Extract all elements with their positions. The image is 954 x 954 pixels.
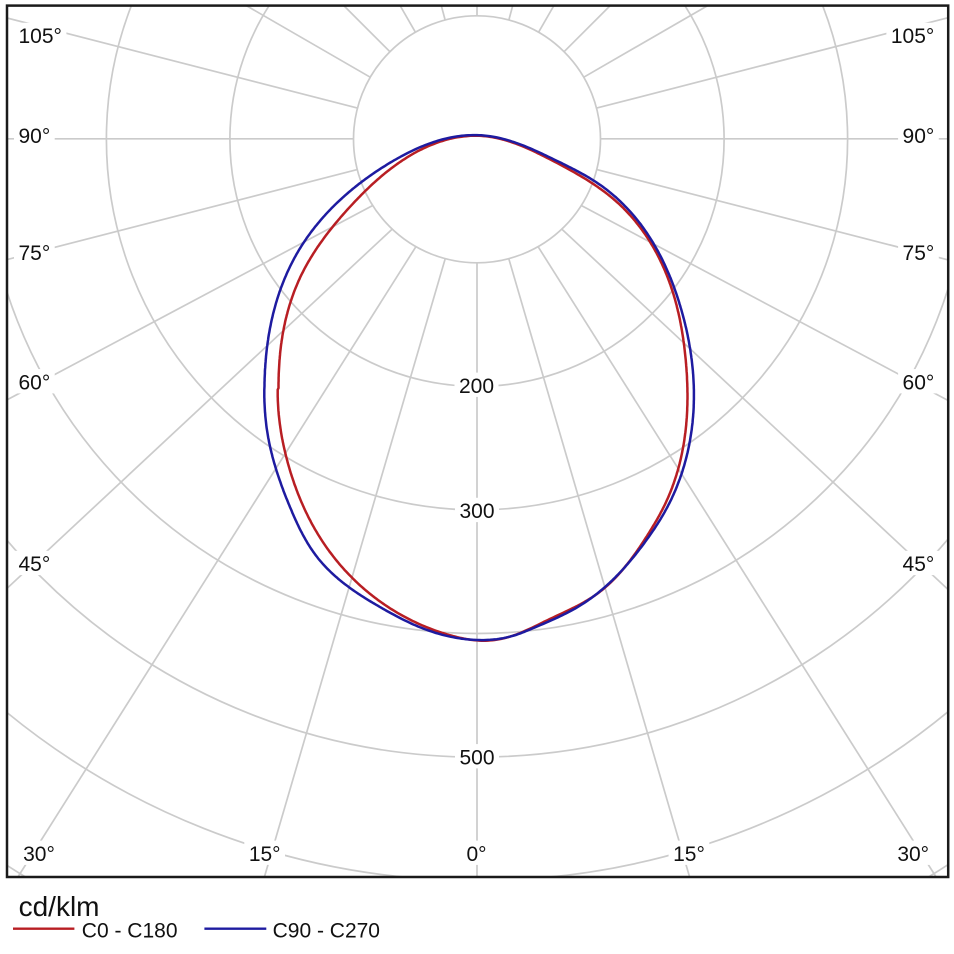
svg-text:200: 200 bbox=[459, 375, 494, 398]
svg-text:C90 - C270: C90 - C270 bbox=[273, 920, 380, 943]
svg-text:cd/klm: cd/klm bbox=[19, 891, 100, 922]
svg-text:30°: 30° bbox=[897, 843, 929, 866]
svg-text:C0 - C180: C0 - C180 bbox=[82, 920, 178, 943]
svg-text:0°: 0° bbox=[466, 843, 486, 866]
svg-text:60°: 60° bbox=[903, 372, 935, 395]
svg-text:15°: 15° bbox=[249, 843, 281, 866]
svg-text:90°: 90° bbox=[19, 125, 51, 148]
svg-text:500: 500 bbox=[459, 747, 494, 770]
svg-text:90°: 90° bbox=[903, 125, 935, 148]
svg-text:45°: 45° bbox=[903, 553, 935, 576]
svg-text:30°: 30° bbox=[23, 843, 55, 866]
svg-text:15°: 15° bbox=[673, 843, 705, 866]
svg-text:105°: 105° bbox=[19, 25, 62, 48]
svg-text:105°: 105° bbox=[891, 25, 934, 48]
svg-text:75°: 75° bbox=[903, 242, 935, 265]
svg-text:75°: 75° bbox=[19, 242, 51, 265]
svg-text:300: 300 bbox=[459, 500, 494, 523]
svg-text:45°: 45° bbox=[19, 553, 51, 576]
svg-text:60°: 60° bbox=[19, 372, 51, 395]
